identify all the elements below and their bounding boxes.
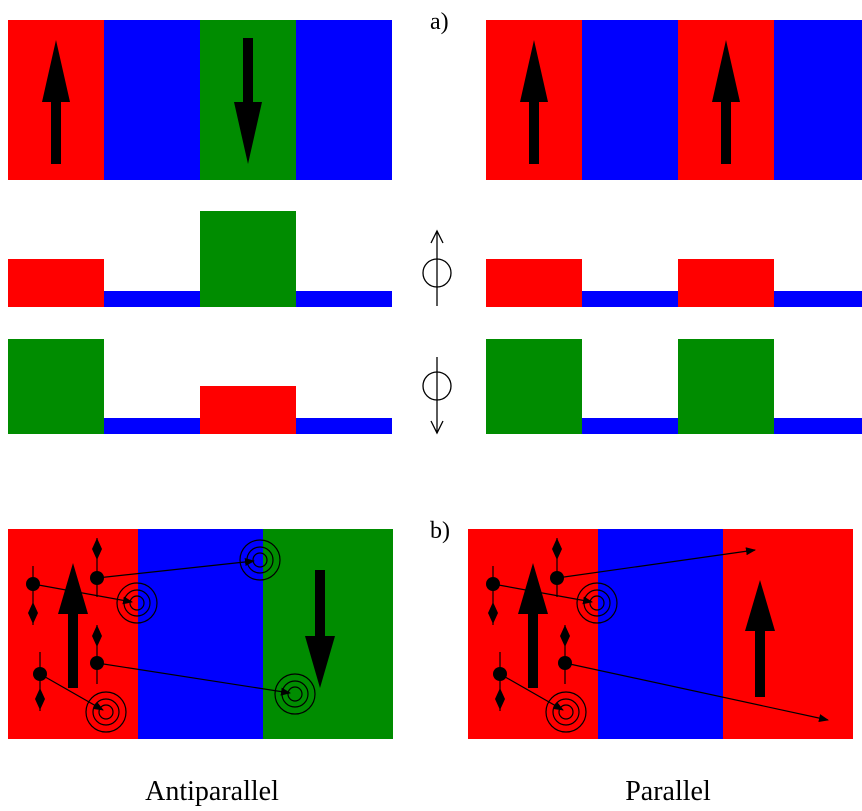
spacer-layer-2 [296,20,392,180]
parallel-scattering-panel [468,529,853,739]
antiparallel-caption: Antiparallel [145,776,279,807]
parallel-spin-down-profile [486,339,862,434]
parallel-multilayer [486,20,862,180]
ferromagnet-layer-2 [263,529,393,739]
part-b-label: b) [430,518,450,544]
antiparallel-spin-up-profile [8,211,392,307]
spin-up-electron-icon [423,231,451,306]
parallel-caption: Parallel [625,776,711,807]
spacer-layer-1 [104,20,200,180]
ferromagnet-layer-2 [723,529,853,739]
antiparallel-scattering-panel [8,529,393,739]
spin-down-electron-icon [423,357,451,433]
antiparallel-spin-down-profile [8,339,392,434]
spacer-layer-2 [774,20,862,180]
spacer-layer [598,529,723,739]
spacer-layer [138,529,263,739]
part-a-label: a) [430,9,449,35]
antiparallel-multilayer [8,20,392,180]
spacer-layer-1 [582,20,678,180]
parallel-spin-up-profile [486,259,862,307]
